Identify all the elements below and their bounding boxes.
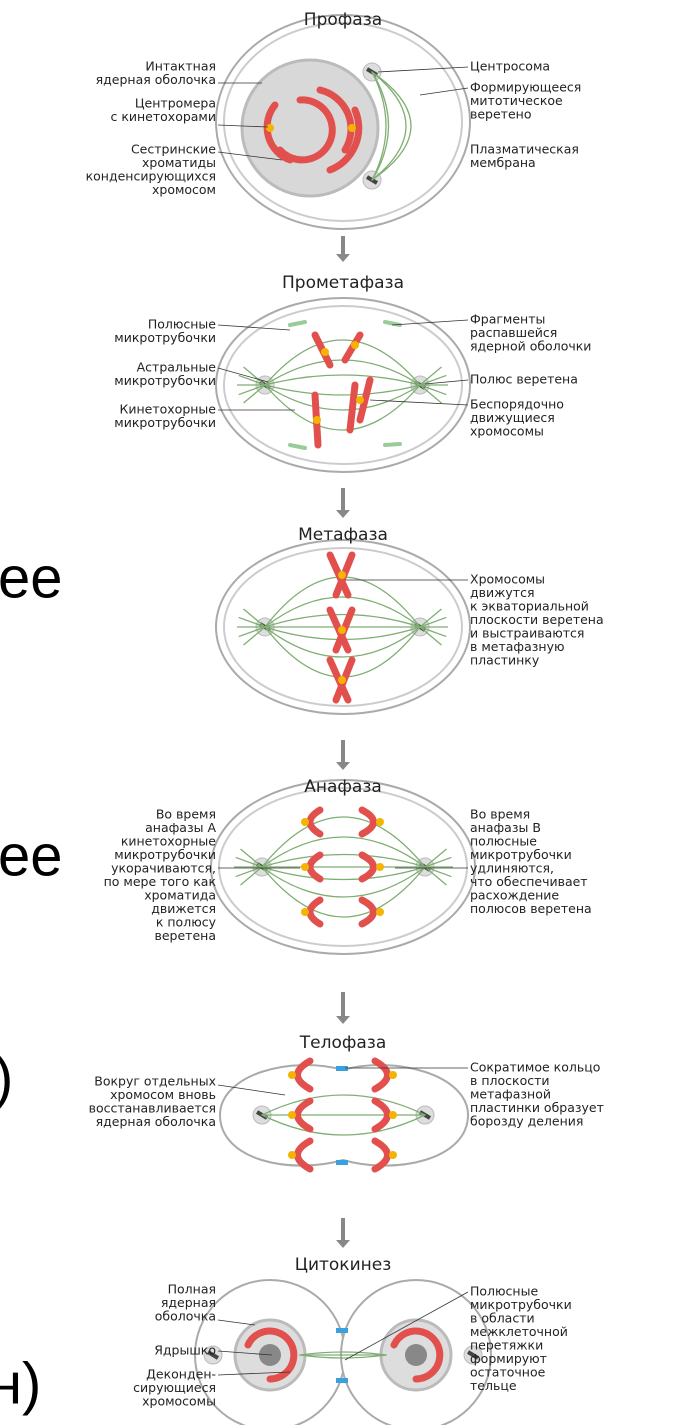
stage-title: Телофаза xyxy=(299,1033,387,1053)
centromere xyxy=(338,571,346,579)
label-line: микротрубочки xyxy=(114,415,216,430)
label-line: веретена xyxy=(155,928,217,943)
centromere xyxy=(301,818,309,826)
centromere xyxy=(321,348,329,356)
envelope-fragment xyxy=(385,444,400,445)
arrow-head xyxy=(336,1240,350,1248)
label-line: оболочка xyxy=(155,1309,216,1324)
label-line: веретено xyxy=(470,107,531,122)
centromere xyxy=(389,1111,397,1119)
contractile-ring xyxy=(336,1378,348,1383)
centromere xyxy=(376,818,384,826)
centromere xyxy=(351,341,359,349)
arrow-head xyxy=(336,254,350,262)
contractile-ring xyxy=(336,1328,348,1333)
nucleolus xyxy=(405,1344,427,1366)
centromere xyxy=(348,124,356,132)
centromere xyxy=(288,1071,296,1079)
centromere xyxy=(288,1111,296,1119)
centromere xyxy=(338,626,346,634)
background-fragment: н) xyxy=(0,1351,41,1416)
label-line: Ядрышко xyxy=(154,1343,216,1358)
arrow-head xyxy=(336,762,350,770)
chromosome xyxy=(350,385,355,430)
centromere xyxy=(301,908,309,916)
label-line: борозду деления xyxy=(470,1114,583,1129)
contractile-ring xyxy=(336,1066,348,1071)
background-fragment: н) xyxy=(0,1045,13,1110)
stage-title: Анафаза xyxy=(304,777,382,797)
label-line: полюсов веретена xyxy=(470,901,592,916)
stage-title: Прометафаза xyxy=(282,273,404,293)
centromere xyxy=(301,863,309,871)
stage-title: Цитокинез xyxy=(295,1255,391,1275)
label-line: Полюс веретена xyxy=(470,372,578,387)
centromere xyxy=(389,1071,397,1079)
centromere xyxy=(376,863,384,871)
label-line: хромосом xyxy=(152,182,216,197)
centromere xyxy=(356,396,364,404)
arrow-head xyxy=(336,510,350,518)
background-fragment: ее xyxy=(0,823,63,888)
label-line: тельце xyxy=(470,1378,517,1393)
stage-title: Метафаза xyxy=(298,525,388,545)
label-line: ядерная оболочка xyxy=(96,72,216,87)
label-line: хромосомы xyxy=(142,1394,216,1409)
centromere xyxy=(389,1151,397,1159)
label-line: ядерной оболочки xyxy=(470,339,591,354)
contractile-ring xyxy=(336,1160,348,1165)
label-line: пластинку xyxy=(470,653,540,668)
centromere xyxy=(266,124,274,132)
centromere xyxy=(288,1151,296,1159)
label-line: мембрана xyxy=(470,155,536,170)
label-line: микротрубочки xyxy=(114,330,216,345)
arrow-head xyxy=(336,1016,350,1024)
centromere xyxy=(313,416,321,424)
label-line: ядерная оболочка xyxy=(96,1114,216,1129)
background-fragment: ее xyxy=(0,545,63,610)
label-line: с кинетохорами xyxy=(110,109,216,124)
label-line: микротрубочки xyxy=(114,373,216,388)
mitosis-diagram: еееен)н)ПрофазаИнтактнаяядерная оболочка… xyxy=(0,0,677,1425)
centromere xyxy=(338,676,346,684)
label-line: хромосомы xyxy=(470,424,544,439)
stage-title: Профаза xyxy=(304,10,382,30)
label-line: Центросома xyxy=(470,59,550,74)
centromere xyxy=(376,908,384,916)
